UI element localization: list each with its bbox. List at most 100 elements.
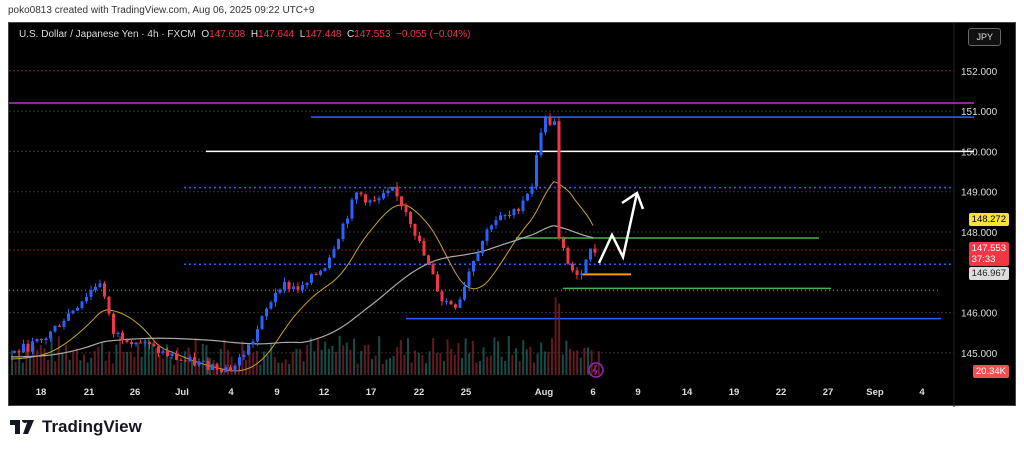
volume-bar [173, 364, 175, 375]
volume-bar [122, 351, 125, 375]
time-axis-label: 25 [461, 387, 472, 398]
candle [184, 360, 187, 362]
volume-bar [565, 340, 568, 375]
time-axis-label: 4 [919, 387, 925, 398]
volume-bar [126, 351, 129, 375]
volume-bar [533, 362, 535, 375]
volume-bar [464, 338, 467, 375]
volume-bar [572, 351, 575, 375]
time-axis-label: 12 [319, 387, 330, 398]
volume-bar [209, 358, 211, 375]
volume-bar [295, 348, 298, 375]
candle [521, 200, 525, 211]
candle [404, 206, 408, 213]
volume-bar [57, 336, 60, 375]
candle [458, 299, 462, 308]
candle [553, 121, 556, 125]
volume-bar [162, 358, 165, 375]
currency-button[interactable]: JPY [968, 28, 1001, 46]
volume-bar [93, 350, 96, 375]
volume-bar [335, 351, 337, 375]
candle [233, 365, 237, 372]
candle [323, 268, 327, 271]
price-axis-label: 148.000 [961, 228, 998, 239]
candle [332, 248, 336, 258]
volume-bar [86, 362, 89, 375]
candle [463, 286, 466, 300]
candle [274, 292, 277, 303]
time-axis-label: 18 [36, 387, 47, 398]
candle [359, 192, 363, 195]
candle [467, 271, 471, 287]
volume-bar [518, 361, 521, 375]
candle [44, 338, 48, 341]
volume-bar [72, 351, 75, 375]
lightning-icon [588, 362, 604, 378]
volume-bar [461, 358, 463, 375]
tradingview-logo[interactable]: TradingView [10, 417, 142, 437]
volume-bar [317, 338, 319, 375]
price-chart[interactable]: 152.000 151.000 150.000 149.000 148.000 146.0… [9, 23, 1017, 407]
volume-bar [133, 357, 136, 375]
time-axis-label: Jul [175, 387, 189, 398]
price-axis-label: 151.000 [961, 107, 998, 118]
candle [283, 282, 286, 290]
candle [305, 282, 309, 286]
candle [589, 248, 592, 260]
volume-bar [439, 353, 442, 375]
candle [166, 351, 169, 356]
last-price-tag: 147.553 37:33 [968, 242, 1009, 266]
volume-bar [320, 350, 323, 375]
candle [112, 313, 115, 334]
candle [170, 353, 174, 356]
volume-bar [353, 338, 355, 375]
candle [580, 273, 583, 275]
volume-bar [525, 349, 528, 375]
volume-bar [356, 363, 359, 375]
candle [584, 259, 588, 274]
volume-bar [561, 354, 564, 375]
volume-bar [219, 348, 222, 375]
candle [341, 223, 345, 240]
volume-bar [385, 359, 388, 375]
time-axis-label: 26 [130, 387, 141, 398]
candle [382, 193, 385, 199]
volume-bar [119, 336, 121, 375]
volume-bar [543, 351, 546, 375]
volume-bar [90, 357, 93, 375]
volume-bar [540, 342, 543, 375]
time-axis-label: 27 [823, 387, 834, 398]
symbol-legend: U.S. Dollar / Japanese Yen · 4h · FXCM O… [19, 29, 471, 40]
volume-bar [414, 350, 417, 375]
volume-bar [180, 362, 183, 375]
time-axis-label: 21 [84, 387, 95, 398]
volume-bar [425, 363, 427, 375]
volume-bar [407, 338, 409, 375]
candle [490, 225, 493, 230]
volume-bar [248, 346, 251, 375]
close-label: C [347, 29, 355, 40]
volume-bar [111, 363, 114, 375]
volume-bar [183, 351, 186, 375]
volume-bar [129, 351, 132, 375]
candle [395, 186, 399, 197]
volume-bar [263, 351, 265, 375]
volume-bar [198, 364, 201, 375]
volume-bar [14, 361, 17, 375]
volume-bar [255, 350, 258, 375]
volume-bar [201, 343, 204, 375]
time-axis-label: 6 [590, 387, 595, 398]
volume-bar [75, 348, 78, 375]
volume-bar [29, 356, 31, 375]
candle [35, 338, 39, 342]
change-value: −0.055 (−0.04%) [396, 29, 471, 40]
chart-panel[interactable]: 152.000 151.000 150.000 149.000 148.000 146.0… [8, 22, 1017, 407]
volume-bar [482, 347, 485, 375]
volume-bar [313, 351, 316, 375]
volume-bar [230, 356, 233, 375]
candle [436, 274, 439, 292]
candle [13, 350, 16, 353]
time-axis-label: 9 [274, 387, 279, 398]
volume-bar [345, 342, 348, 375]
candle [188, 357, 192, 362]
